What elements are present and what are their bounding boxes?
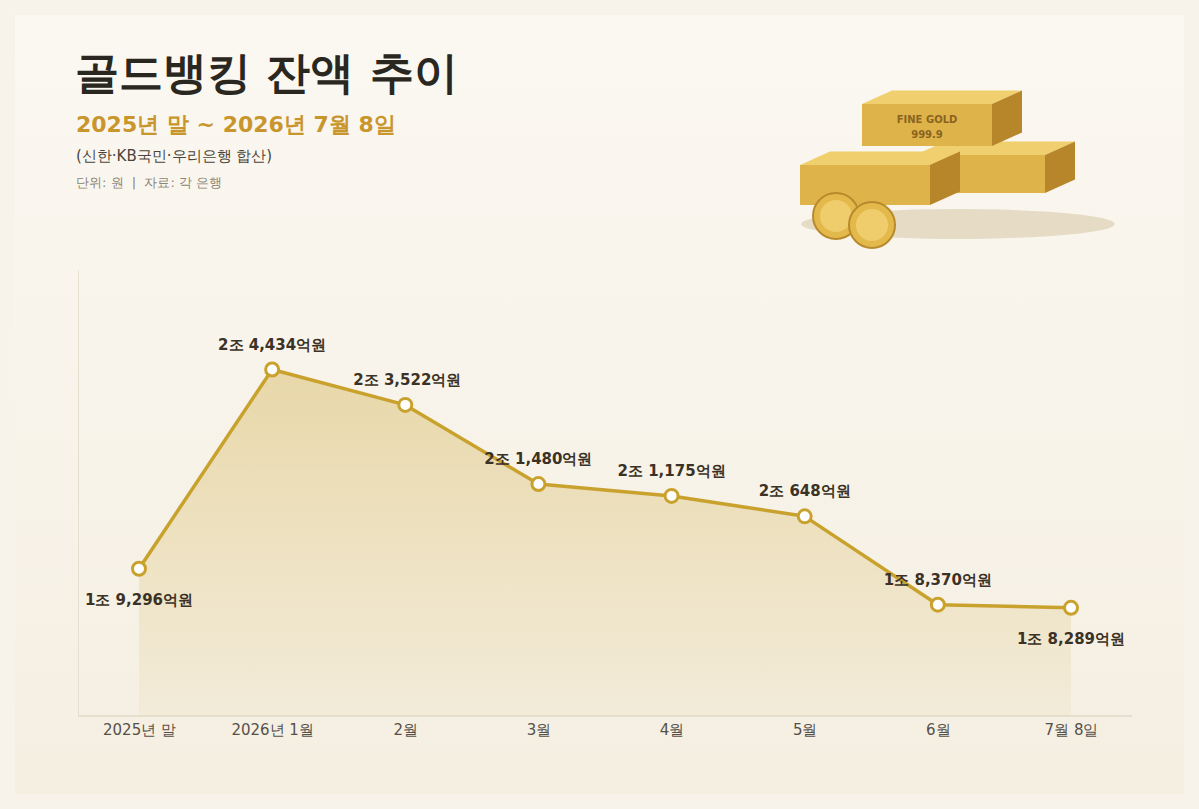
x-tick-label: 2026년 1월	[231, 721, 314, 739]
data-labels: 1조 9,296억원 2조 4,434억원 2조 3,522억원 2조 1,480억원…	[85, 336, 1125, 648]
gold-bar-side	[992, 91, 1022, 147]
point	[266, 363, 279, 376]
data-label: 1조 9,296억원	[85, 591, 193, 609]
point	[931, 598, 944, 611]
point	[1065, 601, 1078, 614]
point	[399, 398, 412, 411]
gold-bar-side	[930, 152, 960, 206]
coin-face	[820, 200, 852, 232]
subtitle: 2025년 말 ~ 2026년 7월 8일	[76, 112, 396, 137]
bar-label: 999.9	[911, 129, 943, 140]
gold-bar-side	[1045, 142, 1075, 194]
data-label: 2조 4,434억원	[218, 336, 326, 354]
point	[532, 478, 545, 491]
x-tick-label: 3월	[527, 721, 552, 739]
x-tick-label: 2025년 말	[103, 721, 176, 739]
data-label: 2조 3,522억원	[353, 371, 461, 389]
x-tick: 3월	[527, 716, 552, 739]
panel	[15, 15, 1184, 794]
line	[139, 370, 1071, 608]
x-tick-label: 5월	[793, 721, 818, 739]
coin-face	[856, 209, 888, 241]
area	[139, 370, 1071, 716]
x-tick: 2026년 1월	[231, 716, 314, 739]
plot-marks	[133, 363, 1078, 716]
x-tick-label: 2월	[394, 721, 419, 739]
gold-illustration: FINE GOLD 999.9	[800, 91, 1115, 249]
note: (신한·KB국민·우리은행 합산)	[76, 147, 272, 165]
y-axis	[78, 271, 79, 717]
data-label: 1조 8,289억원	[1017, 630, 1125, 648]
bar-label: FINE GOLD	[897, 114, 958, 125]
x-tick: 2025년 말	[103, 716, 176, 739]
point	[665, 489, 678, 502]
x-tick-label: 4월	[660, 721, 685, 739]
data-label: 2조 1,480억원	[484, 450, 592, 468]
background	[0, 0, 1199, 809]
point	[798, 510, 811, 523]
x-tick-label: 7월 8일	[1045, 721, 1099, 739]
x-tick: 4월	[660, 716, 685, 739]
x-tick: 7월 8일	[1045, 716, 1099, 739]
source: 단위: 원 | 자료: 각 은행	[76, 175, 222, 190]
x-tick: 6월	[926, 716, 951, 739]
x-axis-line	[78, 715, 1132, 716]
point	[133, 562, 146, 575]
title: 골드뱅킹 잔액 추이	[75, 47, 458, 98]
data-label: 1조 8,370억원	[884, 571, 992, 589]
x-tick: 2월	[394, 716, 419, 739]
chart: 골드뱅킹 잔액 추이 2025년 말 ~ 2026년 7월 8일 (신한·KB국민·…	[0, 0, 1199, 809]
y-axis-line	[78, 271, 79, 717]
x-tick-label: 6월	[926, 721, 951, 739]
gold-bar-front	[862, 104, 992, 146]
data-label: 2조 1,175억원	[618, 462, 726, 480]
x-axis: 2025년 말 2026년 1월 2월 3월 4월 5월 6월 7월 8일	[78, 716, 1132, 739]
data-label: 2조 648억원	[759, 482, 851, 500]
coin	[849, 202, 895, 248]
x-tick: 5월	[793, 716, 818, 739]
